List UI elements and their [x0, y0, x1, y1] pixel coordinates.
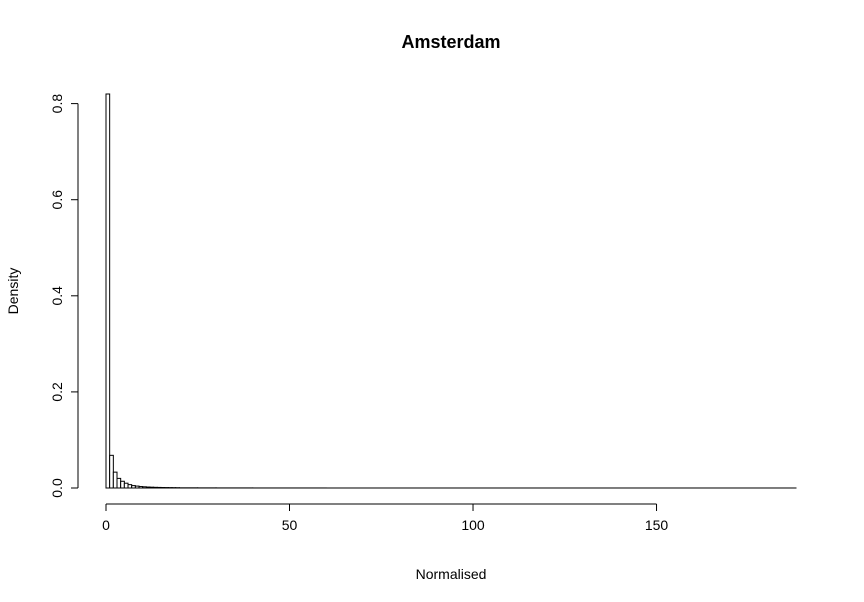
x-axis: 0 50 100 150	[102, 503, 669, 533]
histogram-bar-14	[156, 486, 162, 489]
histogram-bar-2	[112, 471, 118, 489]
x-tick-label-0: 0	[102, 517, 110, 533]
histogram-bars	[105, 93, 797, 489]
x-tick-label-2: 100	[461, 517, 485, 533]
y-tick-label-1: 0.2	[49, 382, 65, 402]
histogram-bar-10	[142, 486, 147, 489]
histogram-bar-5	[123, 482, 129, 489]
chart-title: Amsterdam	[401, 32, 500, 52]
y-tick-label-3: 0.6	[49, 190, 65, 210]
histogram-bar-3	[116, 477, 122, 489]
histogram-bar-13	[153, 486, 158, 489]
histogram-bar-11	[145, 486, 151, 489]
y-tick-label-0: 0.0	[49, 478, 65, 498]
x-tick-label-1: 50	[282, 517, 298, 533]
histogram-bar-0	[105, 93, 111, 489]
histogram-bar-12	[149, 486, 155, 489]
y-axis-label: Density	[5, 268, 21, 315]
x-tick-label-3: 150	[645, 517, 669, 533]
histogram-bar-7	[131, 485, 136, 489]
histogram-bar-9	[138, 486, 144, 489]
histogram-bar-4	[120, 480, 125, 489]
histogram-bar-1	[109, 454, 114, 489]
x-axis-label: Normalised	[416, 566, 487, 582]
y-tick-label-2: 0.4	[49, 286, 65, 306]
y-axis: 0.0 0.2 0.4 0.6 0.8	[49, 94, 79, 498]
y-tick-label-4: 0.8	[49, 94, 65, 114]
histogram-bar-8	[134, 485, 140, 489]
histogram-bar-6	[127, 484, 133, 489]
